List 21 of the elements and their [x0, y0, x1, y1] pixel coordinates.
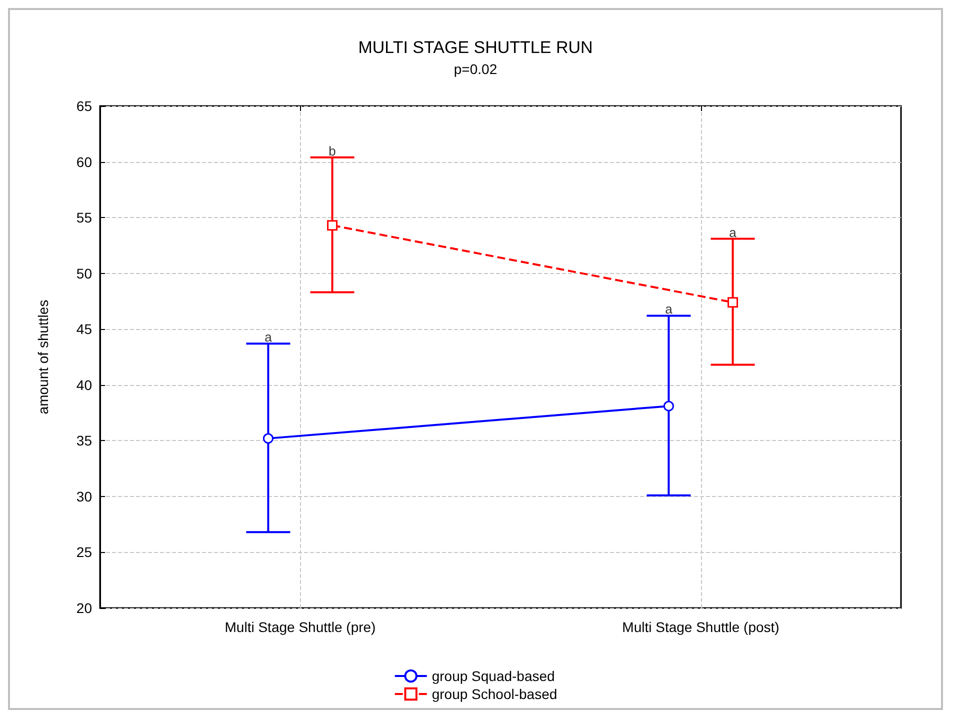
y-tick-label: 65	[76, 98, 92, 114]
chart-title: MULTI STAGE SHUTTLE RUN	[358, 38, 593, 57]
y-tick-label: 40	[76, 376, 92, 393]
chart-subtitle: p=0.02	[454, 61, 498, 77]
y-tick-label: 20	[76, 600, 92, 616]
y-tick-label: 30	[76, 488, 92, 504]
legend-label: group Squad-based	[432, 668, 555, 684]
y-tick-label: 60	[76, 154, 92, 170]
y-tick-label: 35	[76, 432, 92, 449]
x-tick-label: Multi Stage Shuttle (post)	[622, 619, 780, 635]
y-tick-label: 25	[76, 544, 92, 560]
annotation: a	[729, 224, 738, 240]
annotation: b	[328, 143, 336, 158]
y-tick-label: 55	[76, 210, 92, 226]
annotation: a	[264, 330, 273, 345]
x-tick-label: Multi Stage Shuttle (pre)	[224, 619, 376, 635]
y-axis-title: amount of shuttles	[35, 300, 51, 414]
y-tick-label: 45	[76, 321, 92, 338]
y-tick-label: 50	[76, 265, 92, 282]
annotation: a	[665, 302, 674, 317]
legend-label: group School-based	[432, 686, 558, 702]
